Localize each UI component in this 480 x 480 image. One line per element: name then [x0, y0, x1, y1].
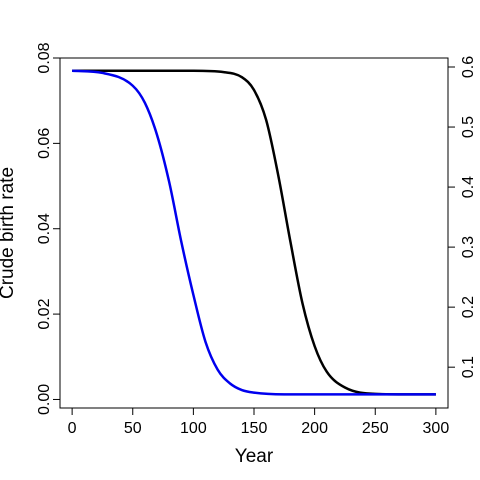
x-axis: 0 50 100 150 200 250 300 — [68, 408, 450, 437]
y-axis-right: 0.1 0.2 0.3 0.4 0.5 0.6 — [448, 56, 477, 378]
y-right-tick-label: 0.1 — [460, 356, 477, 378]
y-tick-label: 0.04 — [36, 213, 53, 244]
x-tick-label: 150 — [241, 420, 268, 437]
y-right-tick-label: 0.3 — [460, 236, 477, 258]
y-tick-label: 0.08 — [36, 42, 53, 73]
y-right-tick-label: 0.4 — [460, 176, 477, 198]
x-tick-label: 200 — [301, 420, 328, 437]
x-tick-label: 250 — [362, 420, 389, 437]
plot-frame — [59, 57, 449, 409]
y-right-tick-label: 0.2 — [460, 296, 477, 318]
series-layer — [72, 69, 436, 396]
x-tick-label: 0 — [68, 420, 77, 437]
y-right-tick-label: 0.5 — [460, 116, 477, 138]
y-tick-label: 0.06 — [36, 128, 53, 159]
x-tick-label: 100 — [180, 420, 207, 437]
series-line-1 — [72, 69, 436, 396]
y-right-tick-label: 0.6 — [460, 56, 477, 78]
series-line-2 — [72, 69, 436, 396]
y-tick-label: 0.00 — [36, 384, 53, 415]
y-axis-title: Crude birth rate — [0, 167, 18, 299]
x-tick-label: 50 — [124, 420, 142, 437]
y-axis-left: 0.00 0.02 0.04 0.06 0.08 — [36, 42, 60, 415]
x-axis-title: Year — [235, 446, 274, 467]
y-tick-label: 0.02 — [36, 298, 53, 329]
x-tick-label: 300 — [423, 420, 450, 437]
